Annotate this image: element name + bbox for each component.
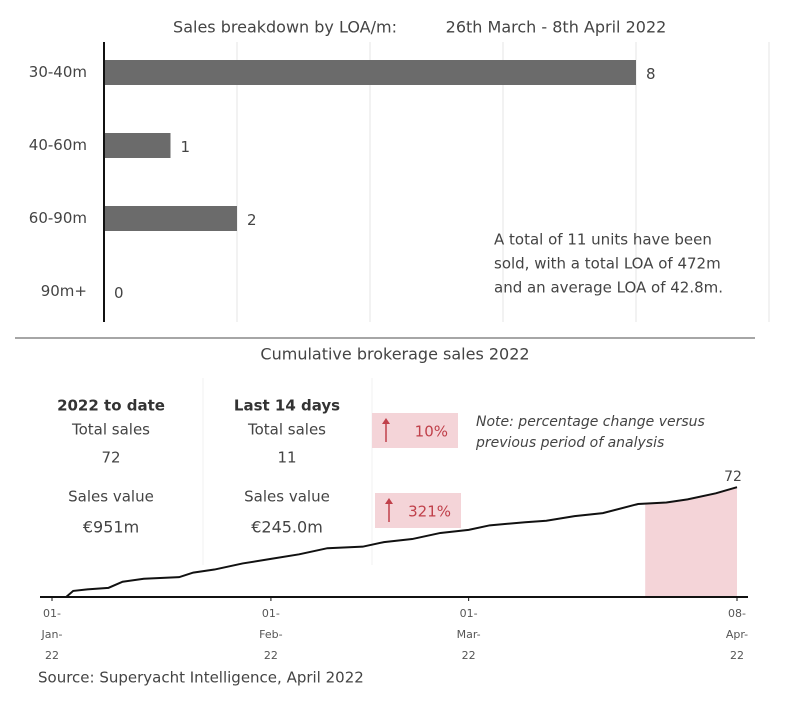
- bar: [104, 60, 636, 85]
- x-tick-label: 08-Apr-22: [725, 607, 749, 662]
- value-label: 1: [181, 138, 191, 156]
- bar: [104, 133, 171, 158]
- summary-heading: 2022 to date: [57, 397, 165, 415]
- y-tick-label: 40-60m: [29, 136, 87, 154]
- line: [52, 486, 738, 598]
- annotation: sold, with a total LOA of 472m: [494, 255, 721, 273]
- y-tick-label: 30-40m: [29, 63, 87, 81]
- annotation: and an average LOA of 42.8m.: [494, 279, 723, 297]
- summary-heading: Last 14 days: [234, 397, 340, 415]
- x-tick-label: 01-Mar-22: [456, 607, 481, 662]
- up-arrow-head: [382, 418, 390, 424]
- x-tick-label: 01-Jan-22: [41, 607, 63, 662]
- change-value: 10%: [415, 423, 448, 441]
- bar-subtitle: 26th March - 8th April 2022: [446, 18, 667, 37]
- summary-value: 72: [101, 449, 120, 467]
- bar-title: Sales breakdown by LOA/m:: [173, 18, 397, 37]
- value-label: 2: [247, 211, 257, 229]
- value-label: 0: [114, 284, 124, 302]
- y-tick-label: 90m+: [41, 282, 87, 300]
- value-label: 8: [646, 65, 656, 83]
- note: previous period of analysis: [475, 435, 664, 451]
- highlight-area: [645, 487, 737, 597]
- summary-label: Sales value: [68, 488, 154, 506]
- note: Note: percentage change versus: [476, 414, 705, 430]
- x-tick-label: 01-Feb-22: [259, 607, 283, 662]
- y-tick-label: 60-90m: [29, 209, 87, 227]
- bar: [104, 206, 237, 231]
- summary-label: Sales value: [244, 488, 330, 506]
- change-value: 321%: [408, 503, 451, 521]
- summary-label: Total sales: [71, 421, 150, 439]
- annotation: A total of 11 units have been: [494, 231, 712, 249]
- summary-value: 11: [277, 449, 296, 467]
- summary-value: €951m: [83, 518, 139, 537]
- source: Source: Superyacht Intelligence, April 2…: [38, 669, 364, 687]
- end-label: 72: [724, 469, 742, 485]
- up-arrow-head: [385, 498, 393, 504]
- summary-value: €245.0m: [251, 518, 323, 537]
- summary-label: Total sales: [247, 421, 326, 439]
- line-title: Cumulative brokerage sales 2022: [260, 345, 529, 364]
